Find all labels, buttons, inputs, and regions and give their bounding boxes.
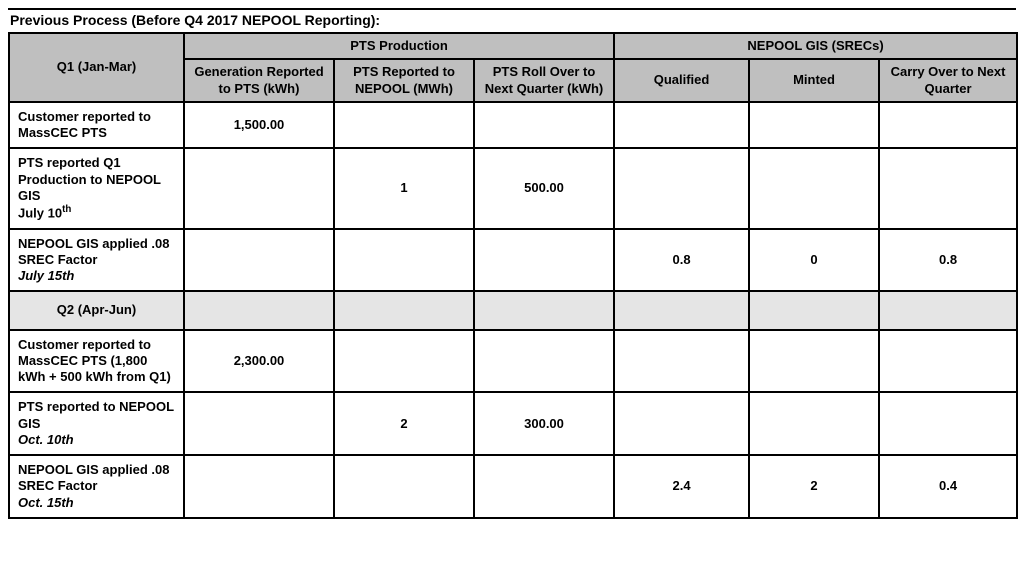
cell-qualified: 0.8 [614, 229, 749, 292]
section-row-q2: Q2 (Apr-Jun) [9, 291, 1017, 329]
cell-empty [474, 229, 614, 292]
table-row: NEPOOL GIS applied .08 SREC FactorJuly 1… [9, 229, 1017, 292]
cell-pts-reported: 2 [334, 392, 474, 455]
col-header-carry: Carry Over to Next Quarter [879, 59, 1017, 102]
row-label: NEPOOL GIS applied .08 SREC FactorOct. 1… [9, 455, 184, 518]
cell-empty [184, 229, 334, 292]
cell-empty [749, 330, 879, 393]
cell-empty [474, 330, 614, 393]
cell-empty [749, 148, 879, 228]
page-title: Previous Process (Before Q4 2017 NEPOOL … [10, 12, 1016, 28]
table-row: Customer reported to MassCEC PTS (1,800 … [9, 330, 1017, 393]
section-label: Q2 (Apr-Jun) [9, 291, 184, 329]
cell-empty [334, 330, 474, 393]
cell-empty [879, 148, 1017, 228]
cell-empty [184, 455, 334, 518]
cell-empty [334, 229, 474, 292]
cell-empty [879, 102, 1017, 149]
cell-generation: 1,500.00 [184, 102, 334, 149]
row-label: Customer reported to MassCEC PTS [9, 102, 184, 149]
cell-empty [614, 392, 749, 455]
table-row: NEPOOL GIS applied .08 SREC FactorOct. 1… [9, 455, 1017, 518]
cell-empty [334, 291, 474, 329]
cell-empty [879, 330, 1017, 393]
col-header-pts-reported: PTS Reported to NEPOOL (MWh) [334, 59, 474, 102]
group-header-pts: PTS Production [184, 33, 614, 59]
cell-empty [879, 392, 1017, 455]
cell-empty [749, 291, 879, 329]
cell-empty [474, 291, 614, 329]
cell-carry: 0.8 [879, 229, 1017, 292]
cell-carry: 0.4 [879, 455, 1017, 518]
cell-empty [334, 455, 474, 518]
col-header-period: Q1 (Jan-Mar) [9, 33, 184, 102]
col-header-generation: Generation Reported to PTS (kWh) [184, 59, 334, 102]
col-header-minted: Minted [749, 59, 879, 102]
cell-empty [184, 291, 334, 329]
cell-empty [614, 330, 749, 393]
cell-empty [614, 291, 749, 329]
row-label: NEPOOL GIS applied .08 SREC FactorJuly 1… [9, 229, 184, 292]
col-header-qualified: Qualified [614, 59, 749, 102]
cell-qualified: 2.4 [614, 455, 749, 518]
cell-pts-reported: 1 [334, 148, 474, 228]
cell-minted: 2 [749, 455, 879, 518]
cell-empty [614, 148, 749, 228]
cell-empty [749, 392, 879, 455]
cell-minted: 0 [749, 229, 879, 292]
process-table: Q1 (Jan-Mar) PTS Production NEPOOL GIS (… [8, 32, 1018, 519]
cell-empty [879, 291, 1017, 329]
cell-rollover: 500.00 [474, 148, 614, 228]
top-rule [8, 8, 1016, 10]
cell-empty [749, 102, 879, 149]
cell-rollover: 300.00 [474, 392, 614, 455]
cell-generation: 2,300.00 [184, 330, 334, 393]
cell-empty [184, 392, 334, 455]
table-row: Customer reported to MassCEC PTS 1,500.0… [9, 102, 1017, 149]
row-label: PTS reported to NEPOOL GISOct. 10th [9, 392, 184, 455]
col-header-rollover: PTS Roll Over to Next Quarter (kWh) [474, 59, 614, 102]
cell-empty [184, 148, 334, 228]
cell-empty [474, 102, 614, 149]
row-label: PTS reported Q1 Production to NEPOOL GIS… [9, 148, 184, 228]
cell-empty [614, 102, 749, 149]
group-header-row: Q1 (Jan-Mar) PTS Production NEPOOL GIS (… [9, 33, 1017, 59]
cell-empty [474, 455, 614, 518]
row-label: Customer reported to MassCEC PTS (1,800 … [9, 330, 184, 393]
group-header-nepool: NEPOOL GIS (SRECs) [614, 33, 1017, 59]
table-row: PTS reported to NEPOOL GISOct. 10th 2 30… [9, 392, 1017, 455]
cell-empty [334, 102, 474, 149]
table-row: PTS reported Q1 Production to NEPOOL GIS… [9, 148, 1017, 228]
